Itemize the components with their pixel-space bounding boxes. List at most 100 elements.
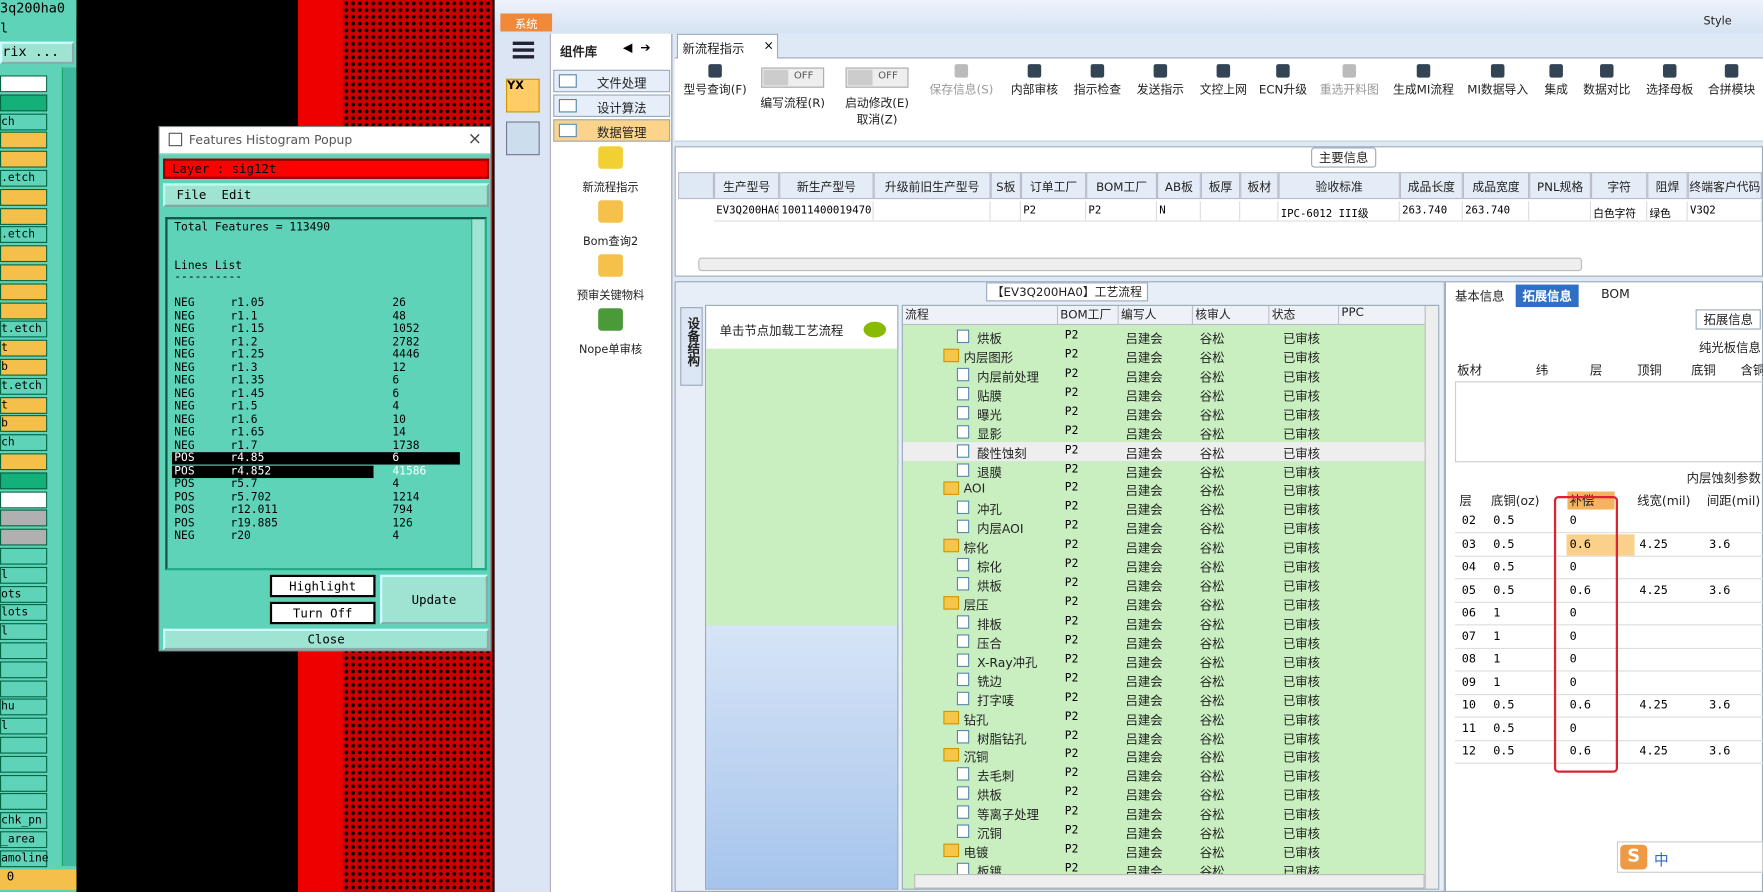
layer-item[interactable] (0, 472, 48, 490)
tab[interactable]: 基本信息 (1454, 289, 1505, 304)
layer-item[interactable] (0, 453, 48, 471)
flow-row[interactable]: 烘板 P2 吕建会 谷松 已审核 (903, 575, 1427, 594)
menu-item[interactable]: File (176, 187, 207, 203)
tool-label[interactable]: 新流程指示 (582, 182, 639, 195)
layer-item[interactable] (0, 642, 48, 660)
layer-item[interactable] (0, 547, 48, 565)
flow-row[interactable]: 内层图形 P2 吕建会 谷松 已审核 (903, 346, 1427, 365)
layer-item[interactable] (0, 491, 48, 508)
layer-item[interactable]: ch (0, 434, 48, 452)
tool-icon[interactable] (598, 308, 623, 331)
histogram-row[interactable]: NEG r1.25 4446 (172, 349, 460, 361)
tool-icon[interactable] (1216, 64, 1231, 78)
histogram-row[interactable]: NEG r1.5 4 (172, 400, 460, 412)
flow-row[interactable]: 层压 P2 吕建会 谷松 已审核 (903, 594, 1427, 613)
tool-icon[interactable] (1416, 64, 1431, 78)
tool-label[interactable]: 预审关键物料 (576, 290, 645, 303)
flow-row[interactable]: 电镀 P2 吕建会 谷松 已审核 (903, 841, 1427, 861)
layer-item[interactable]: t.etch (0, 321, 48, 338)
flow-row[interactable]: 显影 P2 吕建会 谷松 已审核 (903, 423, 1427, 442)
tool-icon[interactable] (954, 64, 969, 78)
flow-row[interactable]: 内层AOI P2 吕建会 谷松 已审核 (903, 518, 1427, 537)
layer-item[interactable]: .etch (0, 226, 48, 244)
tool-icon[interactable] (1724, 64, 1739, 78)
flow-row[interactable]: 等离子处理 P2 吕建会 谷松 已审核 (903, 803, 1427, 823)
system-tab[interactable]: 系统 (500, 13, 553, 31)
toggle[interactable]: OFF (845, 67, 909, 88)
layer-item[interactable] (0, 188, 48, 206)
turn-off-button[interactable]: Turn Off (269, 601, 376, 625)
tool-label[interactable]: ECN升级 (1258, 83, 1308, 97)
tool-label[interactable]: 文控上网 (1199, 83, 1247, 97)
flow-row[interactable]: 排板 P2 吕建会 谷松 已审核 (903, 613, 1427, 632)
flow-row[interactable]: 退膜 P2 吕建会 谷松 已审核 (903, 461, 1427, 480)
tool-label[interactable]: MI数据导入 (1467, 83, 1529, 97)
tool-label[interactable]: 保存信息(S) (929, 83, 994, 97)
layer-item[interactable] (0, 774, 48, 792)
layer-item[interactable]: amoline (0, 850, 49, 867)
histogram-row[interactable]: NEG r1.6 10 (172, 413, 460, 425)
side-tab[interactable]: 设备结构 (680, 307, 703, 386)
close-button[interactable]: Close (163, 628, 490, 651)
tool-icon[interactable] (1276, 64, 1290, 78)
flow-row[interactable]: 内层前处理 P2 吕建会 谷松 已审核 (903, 365, 1427, 385)
flow-row[interactable]: 铣边 P2 吕建会 谷松 已审核 (903, 670, 1427, 689)
histogram-row[interactable]: NEG r1.15 1052 (172, 323, 460, 335)
yx-icon[interactable]: YX (505, 78, 540, 113)
tool-label[interactable]: 重选开料图 (1319, 83, 1379, 97)
tab-close[interactable]: × (763, 38, 774, 53)
layer-item[interactable] (0, 207, 48, 225)
layer-item[interactable]: hu (0, 698, 48, 716)
layer-item[interactable]: ch (0, 113, 48, 131)
layer-item[interactable]: lots (0, 604, 48, 622)
flow-row[interactable]: 钻孔 P2 吕建会 谷松 已审核 (903, 708, 1427, 727)
nav-item[interactable]: 文件处理 (553, 69, 671, 93)
layer-item[interactable] (0, 680, 48, 697)
tool-icon[interactable] (1490, 64, 1505, 78)
layer-item[interactable]: .etch (0, 169, 48, 187)
histogram-row[interactable]: POS r4.85 6 (172, 452, 460, 465)
histogram-row[interactable]: NEG r1.45 6 (172, 387, 460, 399)
flow-row[interactable]: 去毛刺 P2 吕建会 谷松 已审核 (903, 765, 1427, 784)
histogram-row[interactable]: NEG r1.05 26 (172, 297, 460, 309)
flow-row[interactable]: 烘板 P2 吕建会 谷松 已审核 (903, 327, 1427, 346)
menu-icon[interactable] (512, 41, 535, 45)
tool-label[interactable]: 生成MI流程 (1393, 83, 1454, 97)
layer-item[interactable]: b (0, 358, 48, 376)
tool-label[interactable]: 发送指示 (1136, 83, 1184, 97)
ime-logo[interactable]: S (1620, 844, 1648, 870)
layer-item[interactable]: l (0, 566, 48, 584)
layer-item[interactable]: _area (0, 831, 48, 849)
doc-tab[interactable]: 新流程指示 × (676, 33, 779, 59)
tool-icon[interactable] (1549, 64, 1563, 78)
histogram-row[interactable]: NEG r1.7 1738 (172, 439, 460, 451)
tool-icon[interactable] (598, 200, 623, 223)
histogram-row[interactable]: NEG r1.35 6 (172, 375, 460, 387)
layer-item[interactable] (0, 736, 48, 754)
toggle[interactable]: OFF (761, 67, 825, 88)
tool-label[interactable]: Bom查询2 (582, 236, 639, 249)
nav-item[interactable]: 数据管理 (553, 119, 671, 142)
histogram-row[interactable]: POS r4.852 41586 (172, 465, 460, 478)
update-button[interactable]: Update (380, 574, 488, 625)
layer-item[interactable] (0, 264, 48, 282)
layer-item[interactable] (0, 528, 48, 546)
histogram-row[interactable]: POS r5.7 4 (172, 478, 460, 490)
flow-row[interactable]: 压合 P2 吕建会 谷松 已审核 (903, 632, 1427, 651)
layer-item[interactable] (0, 283, 48, 301)
flow-row[interactable]: 沉铜 P2 吕建会 谷松 已审核 (903, 822, 1427, 842)
layer-item[interactable] (0, 150, 48, 168)
flow-row[interactable]: 烘板 P2 吕建会 谷松 已审核 (903, 784, 1427, 803)
flow-row[interactable]: AOI P2 吕建会 谷松 已审核 (903, 480, 1427, 499)
flow-row[interactable]: 贴膜 P2 吕建会 谷松 已审核 (903, 384, 1427, 404)
flow-row[interactable]: 打字唛 P2 吕建会 谷松 已审核 (903, 689, 1427, 708)
tool-icon[interactable] (505, 121, 540, 156)
layer-item[interactable] (0, 94, 48, 112)
flow-row[interactable]: 冲孔 P2 吕建会 谷松 已审核 (903, 499, 1427, 518)
flow-row[interactable]: 棕化 P2 吕建会 谷松 已审核 (903, 537, 1427, 556)
flow-row[interactable]: 棕化 P2 吕建会 谷松 已审核 (903, 556, 1427, 575)
tool-label[interactable]: 集成 (1544, 83, 1568, 97)
layer-item[interactable]: chk_pn (0, 812, 48, 830)
layer-item[interactable] (0, 755, 48, 773)
tab[interactable]: 拓展信息 (1515, 284, 1579, 308)
